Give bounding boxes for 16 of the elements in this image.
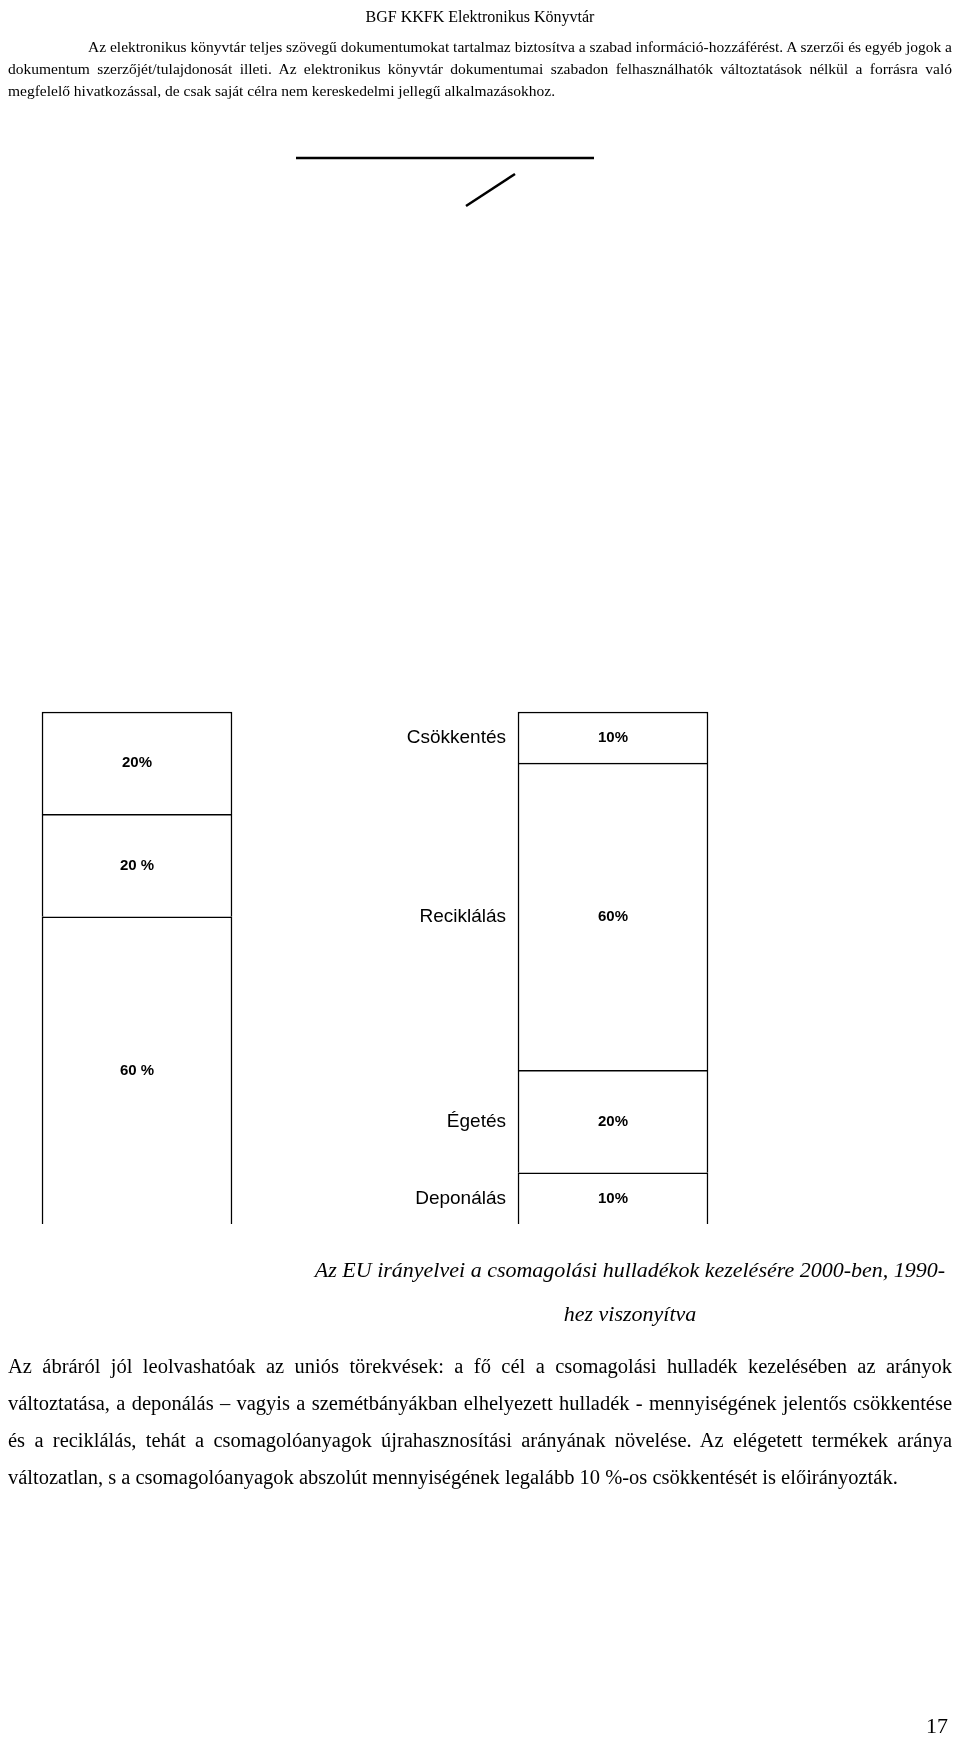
data-label: 20 %: [119, 855, 155, 873]
series-label: Reciklálás: [419, 905, 506, 927]
data-label: 20%: [597, 1111, 629, 1129]
text: 17: [926, 1713, 948, 1739]
series-label: Égetés: [446, 1109, 506, 1131]
text: Az elektronikus könyvtár teljes szövegű dokumentumokat tartalmaz biztosítva a szabad információ-hozzáférést. A szerzői és egyéb jogok a dokumentum szerzőjét/tulajdonosát illeti. Az elektronikus könyvtár dokumentumai szabadon felhasználhatók változtatások nélkül a forrásra való megfelelő hivatkozással, de csak saját célra nem kereskedelmi jellegű alkalmazásokhoz.: [8, 37, 952, 101]
text: Az ábráról jól leolvashatóak az uniós törekvések: a fő cél a csomagolási hulladék kezelésében az arányok változtatása, a deponálás – vagyis a szemétbányákban elhelyezett hulladék - mennyiségének jelentős csökkentése és a reciklálás, tehát a csomagolóanyagok újrahasznosítási arányának növelése. Az elégetett termékek aránya változatlan, s a csomagolóanyagok abszolút mennyiségének legalább 10 %-os csökkentését is előirányozták.: [8, 1354, 952, 1491]
text: Az EU irányelvei a csomagolási hulladékok kezelésére 2000-ben, 1990-hez viszonyítva: [312, 1256, 947, 1328]
series-label: Csökkentés: [406, 725, 506, 747]
data-label: 60 %: [119, 1060, 155, 1078]
data-label: 20%: [121, 753, 153, 771]
data-label: 10%: [597, 727, 629, 745]
data-label: 10%: [597, 1188, 629, 1206]
text: BGF KKFK Elektronikus Könyvtár: [364, 8, 596, 26]
series-label: Deponálás: [415, 1186, 506, 1208]
data-label: 60%: [597, 906, 629, 924]
